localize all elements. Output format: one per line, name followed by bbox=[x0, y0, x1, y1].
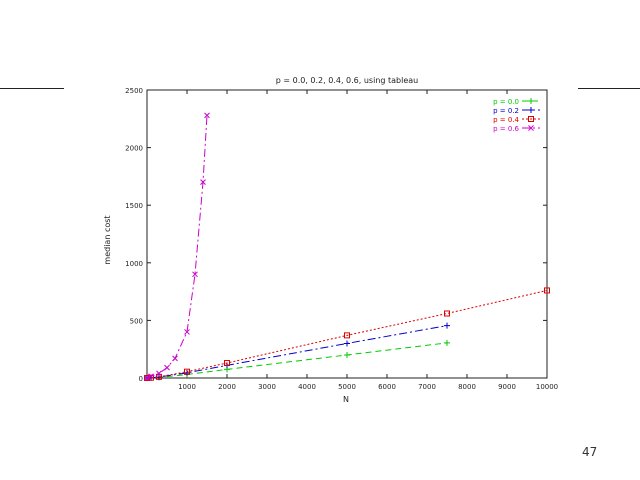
x-tick-label: 8000 bbox=[458, 383, 476, 391]
x-tick-label: 3000 bbox=[258, 383, 276, 391]
x-tick-label: 1000 bbox=[178, 383, 196, 391]
data-point-marker bbox=[172, 355, 178, 362]
data-point-marker bbox=[344, 332, 350, 339]
data-point-marker bbox=[544, 287, 550, 294]
data-point-marker bbox=[200, 179, 206, 186]
series-layer bbox=[144, 112, 550, 381]
data-point-marker bbox=[444, 339, 450, 346]
x-axis-label: N bbox=[343, 395, 349, 404]
data-point-marker bbox=[184, 368, 190, 375]
y-tick-label: 1500 bbox=[125, 202, 143, 210]
y-axis: 0 500 1000 1500 2000 2500 bbox=[125, 87, 547, 383]
y-axis-label: median cost bbox=[103, 215, 112, 264]
data-point-marker bbox=[224, 360, 230, 367]
data-point-marker bbox=[156, 373, 162, 380]
y-tick-label: 1000 bbox=[125, 260, 143, 268]
data-point-marker bbox=[204, 112, 210, 119]
y-tick-label: 2000 bbox=[125, 145, 143, 153]
legend-marker bbox=[528, 116, 534, 122]
data-point-marker bbox=[156, 370, 162, 377]
legend-label: p = 0.6 bbox=[493, 125, 519, 133]
legend-label: p = 0.0 bbox=[493, 98, 519, 106]
x-axis: 1000 2000 3000 4000 5000 6000 7000 8000 9000 1000… bbox=[178, 90, 558, 391]
data-point-marker bbox=[148, 373, 154, 380]
x-tick-label: 5000 bbox=[338, 383, 356, 391]
series-line bbox=[146, 289, 548, 379]
plot-frame bbox=[146, 89, 548, 379]
data-point-marker bbox=[144, 375, 150, 381]
x-tick-label: 7000 bbox=[418, 383, 436, 391]
legend-marker bbox=[528, 98, 534, 104]
x-tick-label: 9000 bbox=[498, 383, 516, 391]
data-point-marker bbox=[192, 271, 198, 278]
y-tick-label: 0 bbox=[139, 375, 143, 383]
chart-title: p = 0.0, 0.2, 0.4, 0.6, using tableau bbox=[276, 76, 419, 85]
right-divider-line bbox=[578, 88, 640, 89]
data-point-marker bbox=[444, 322, 450, 329]
data-point-marker bbox=[164, 364, 170, 371]
data-point-marker bbox=[184, 329, 190, 335]
y-tick-label: 2500 bbox=[125, 87, 143, 95]
legend-label: p = 0.4 bbox=[493, 116, 519, 124]
legend-marker bbox=[528, 125, 534, 131]
x-tick-label: 4000 bbox=[298, 383, 316, 391]
x-tick-label: 10000 bbox=[536, 383, 558, 391]
y-tick-label: 500 bbox=[130, 317, 143, 325]
series-line bbox=[146, 342, 448, 379]
series-line bbox=[146, 115, 208, 379]
data-point-marker bbox=[344, 340, 350, 347]
legend-label: p = 0.2 bbox=[493, 107, 519, 115]
legend: p = 0.0p = 0.2p = 0.4p = 0.6 bbox=[493, 98, 540, 133]
x-tick-label: 2000 bbox=[218, 383, 236, 391]
page-number: 47 bbox=[582, 445, 598, 459]
legend-marker bbox=[528, 107, 534, 113]
data-point-marker bbox=[344, 351, 350, 358]
left-divider-line bbox=[0, 88, 64, 89]
data-point-marker bbox=[444, 310, 450, 317]
x-tick-label: 6000 bbox=[378, 383, 396, 391]
